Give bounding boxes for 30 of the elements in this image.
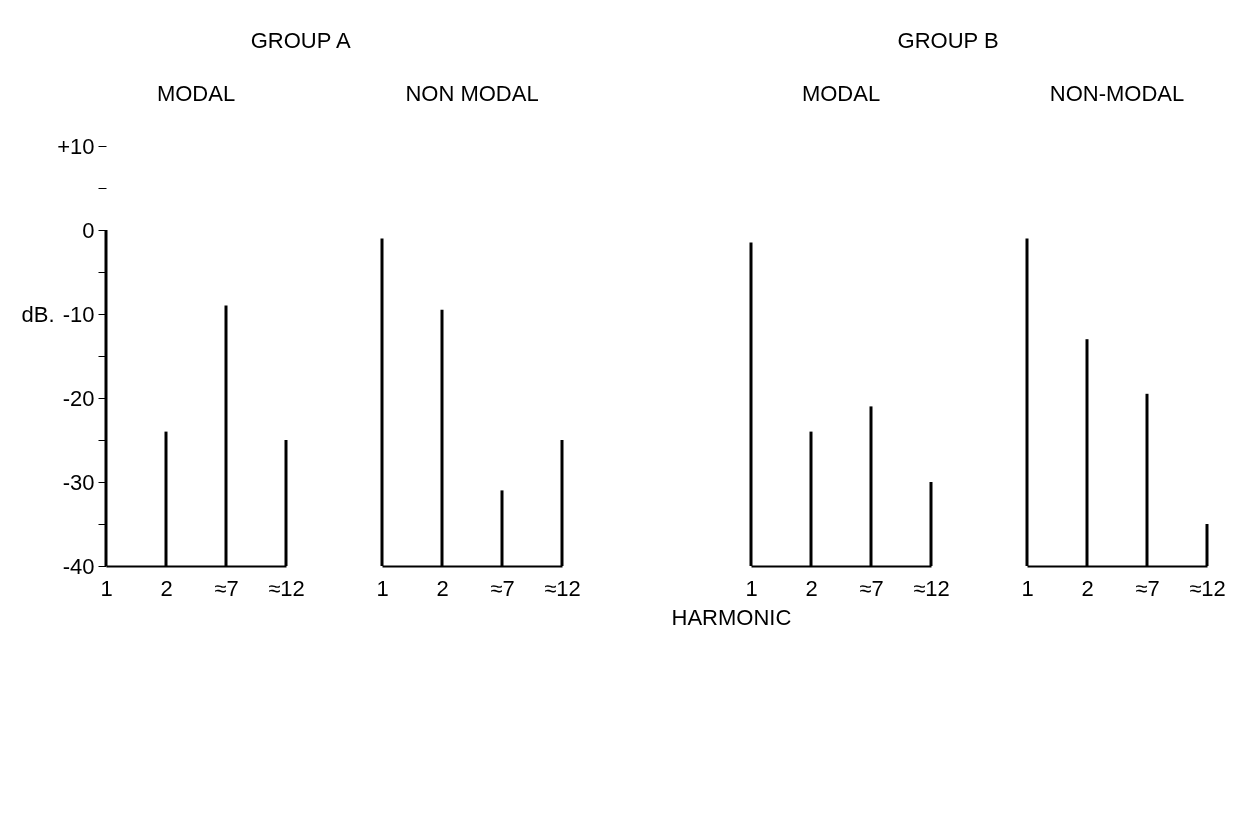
x-tick-label: ≈12 [268, 575, 305, 601]
y-tick-label: -10 [62, 301, 95, 327]
x-tick-label: ≈7 [859, 575, 884, 601]
chart-subtitle: NON MODAL [405, 81, 539, 106]
x-tick-label: 1 [1021, 575, 1034, 601]
x-tick-label: 2 [1081, 575, 1094, 601]
x-tick-label: 2 [805, 575, 818, 601]
chart-subtitle: MODAL [801, 81, 881, 106]
y-tick-label: -40 [62, 553, 95, 579]
x-tick-label: ≈12 [544, 575, 581, 601]
x-tick-label: ≈12 [1189, 575, 1226, 601]
y-tick-label: -20 [62, 385, 95, 411]
chart-subtitle: MODAL [156, 81, 236, 106]
x-tick-label: 2 [160, 575, 173, 601]
y-tick-label: +10 [57, 133, 95, 159]
x-tick-label: ≈12 [913, 575, 950, 601]
x-tick-label: ≈7 [1135, 575, 1160, 601]
x-tick-label: 2 [436, 575, 449, 601]
x-tick-label: 1 [376, 575, 389, 601]
x-tick-label: 1 [100, 575, 113, 601]
x-tick-label: ≈7 [490, 575, 515, 601]
x-tick-label: ≈7 [214, 575, 239, 601]
y-tick-label: -30 [62, 469, 95, 495]
x-tick-label: 1 [745, 575, 758, 601]
chart-title: GROUP B [897, 28, 999, 53]
chart-subtitle: NON-MODAL [1049, 81, 1185, 106]
y-tick-label: 0 [82, 217, 95, 243]
x-axis-title: HARMONIC [671, 604, 792, 630]
chart-title: GROUP A [250, 28, 351, 53]
y-axis-title: dB. [21, 301, 55, 327]
